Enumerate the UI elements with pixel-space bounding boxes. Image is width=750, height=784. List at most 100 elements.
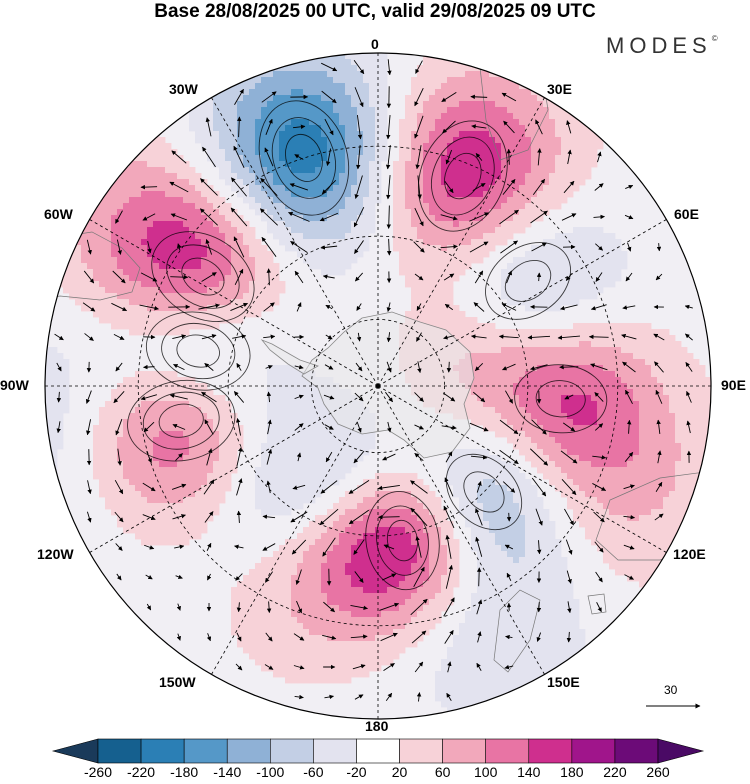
field-cell [639,365,646,372]
field-cell [555,173,562,180]
field-cell [153,377,160,384]
field-cell [549,53,556,60]
field-cell [339,443,346,450]
field-cell [219,413,226,420]
field-cell [591,437,598,444]
field-cell [561,371,568,378]
field-cell [273,401,280,408]
field-cell [267,299,274,306]
field-cell [609,437,616,444]
field-cell [123,383,130,390]
field-cell [135,467,142,474]
field-cell [597,227,604,234]
field-cell [51,167,58,174]
field-cell [513,227,520,234]
field-cell [375,149,382,156]
field-cell [339,245,346,252]
field-cell [147,227,154,234]
field-cell [549,155,556,162]
field-cell [615,335,622,342]
field-cell [513,329,520,336]
field-cell [543,275,550,282]
field-cell [363,59,370,66]
field-cell [621,395,628,402]
field-cell [267,131,274,138]
field-cell [87,179,94,186]
field-cell [351,461,358,468]
field-cell [441,137,448,144]
field-cell [321,221,328,228]
field-cell [357,167,364,174]
field-cell [441,167,448,174]
field-cell [69,293,76,300]
field-cell [99,299,106,306]
field-cell [219,131,226,138]
field-cell [231,263,238,270]
field-cell [267,293,274,300]
field-cell [225,305,232,312]
field-cell [123,299,130,306]
field-cell [399,155,406,162]
field-cell [141,407,148,414]
field-cell [507,179,514,186]
field-cell [93,431,100,438]
field-cell [555,59,562,66]
field-cell [279,119,286,126]
field-cell [153,173,160,180]
field-cell [183,167,190,174]
field-cell [549,437,556,444]
field-cell [117,383,124,390]
field-cell [621,437,628,444]
field-cell [315,233,322,240]
field-cell [75,293,82,300]
field-cell [177,287,184,294]
field-cell [273,431,280,438]
field-cell [165,143,172,150]
field-cell [129,131,136,138]
field-cell [663,431,670,438]
field-cell [573,413,580,420]
field-cell [375,101,382,108]
field-cell [477,461,484,468]
field-cell [453,191,460,198]
field-cell [273,269,280,276]
field-cell [531,269,538,276]
field-cell [549,65,556,72]
field-cell [459,125,466,132]
field-cell [153,239,160,246]
field-cell [141,179,148,186]
field-cell [255,155,262,162]
field-cell [507,281,514,288]
field-cell [417,77,424,84]
field-cell [495,149,502,156]
field-cell [399,221,406,228]
field-cell [639,461,646,468]
field-cell [69,179,76,186]
field-cell [435,281,442,288]
field-cell [255,149,262,156]
field-cell [99,149,106,156]
field-cell [459,77,466,84]
field-cell [651,341,658,348]
field-cell [675,431,682,438]
field-cell [165,191,172,198]
field-cell [165,221,172,228]
field-cell [537,161,544,168]
field-cell [459,269,466,276]
field-cell [561,131,568,138]
field-cell [285,149,292,156]
field-cell [273,179,280,186]
field-cell [537,395,544,402]
field-cell [447,95,454,102]
field-cell [465,71,472,78]
field-cell [189,215,196,222]
field-cell [381,149,388,156]
field-cell [255,59,262,66]
field-cell [501,353,508,360]
field-cell [303,257,310,264]
field-cell [441,155,448,162]
field-cell [543,131,550,138]
field-cell [99,233,106,240]
field-cell [333,227,340,234]
field-cell [237,131,244,138]
